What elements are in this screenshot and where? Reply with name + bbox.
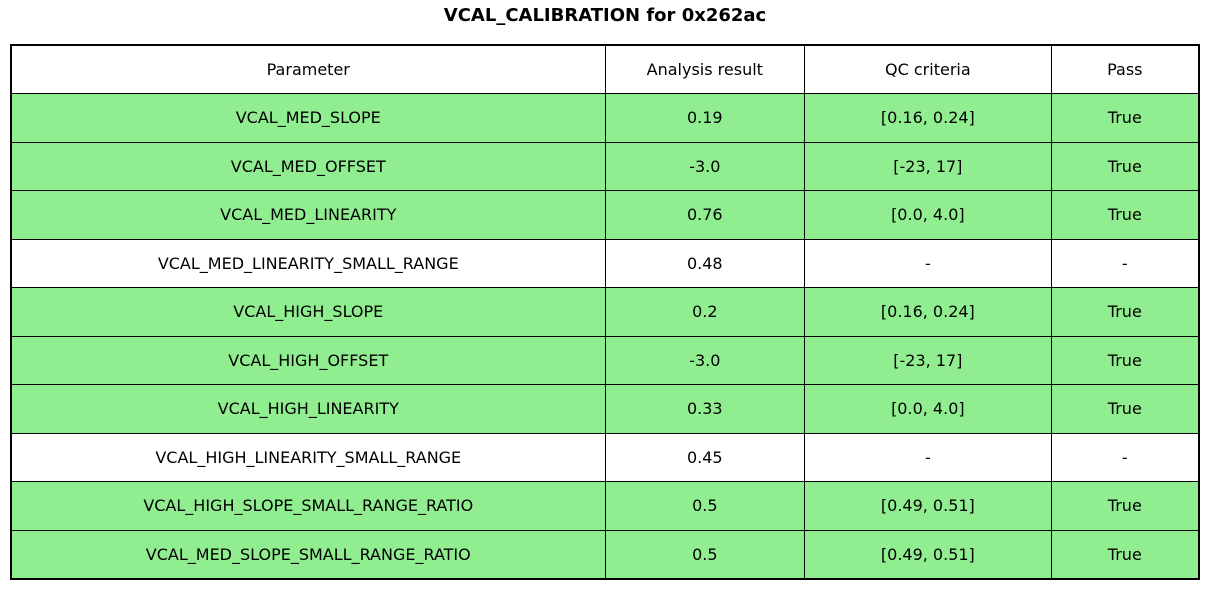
pass-cell: - [1050, 432, 1200, 482]
qc-criteria-cell: [0.49, 0.51] [804, 529, 1052, 579]
table-row: VCAL_MED_OFFSET -3.0 [-23, 17] True [10, 141, 1200, 191]
parameter-cell: VCAL_MED_LINEARITY_SMALL_RANGE [10, 238, 606, 288]
pass-cell: True [1050, 287, 1200, 337]
qc-criteria-cell: - [804, 432, 1052, 482]
pass-cell: - [1050, 238, 1200, 288]
qc-criteria-cell: [0.16, 0.24] [804, 287, 1052, 337]
table-row: VCAL_HIGH_LINEARITY 0.33 [0.0, 4.0] True [10, 384, 1200, 434]
pass-cell: True [1050, 529, 1200, 579]
table-row: VCAL_HIGH_OFFSET -3.0 [-23, 17] True [10, 335, 1200, 385]
column-header-pass: Pass [1050, 44, 1200, 94]
analysis-result-cell: 0.33 [604, 384, 806, 434]
parameter-cell: VCAL_HIGH_OFFSET [10, 335, 606, 385]
table-row: VCAL_HIGH_LINEARITY_SMALL_RANGE 0.45- - [10, 432, 1200, 482]
table-row: VCAL_MED_LINEARITY 0.76 [0.0, 4.0] True [10, 190, 1200, 240]
parameter-cell: VCAL_MED_SLOPE [10, 93, 606, 143]
table-row: VCAL_HIGH_SLOPE 0.2 [0.16, 0.24] True [10, 287, 1200, 337]
table-row: VCAL_HIGH_SLOPE_SMALL_RANGE_RATIO 0.5 [0.4… [10, 481, 1200, 531]
table-row: VCAL_MED_SLOPE 0.19 [0.16, 0.24] True [10, 93, 1200, 143]
qc-criteria-cell: [0.0, 4.0] [804, 190, 1052, 240]
parameter-cell: VCAL_HIGH_LINEARITY_SMALL_RANGE [10, 432, 606, 482]
pass-cell: True [1050, 190, 1200, 240]
analysis-result-cell: 0.45 [604, 432, 806, 482]
table-row: VCAL_MED_LINEARITY_SMALL_RANGE 0.48- - [10, 238, 1200, 288]
pass-cell: True [1050, 481, 1200, 531]
pass-cell: True [1050, 335, 1200, 385]
pass-cell: True [1050, 384, 1200, 434]
analysis-result-cell: 0.48 [604, 238, 806, 288]
qc-criteria-cell: - [804, 238, 1052, 288]
qc-criteria-cell: [0.16, 0.24] [804, 93, 1052, 143]
analysis-result-cell: 0.5 [604, 529, 806, 579]
parameter-cell: VCAL_MED_SLOPE_SMALL_RANGE_RATIO [10, 529, 606, 579]
analysis-result-cell: 0.76 [604, 190, 806, 240]
analysis-result-cell: 0.19 [604, 93, 806, 143]
qc-criteria-cell: [0.0, 4.0] [804, 384, 1052, 434]
parameter-cell: VCAL_MED_OFFSET [10, 141, 606, 191]
qc-criteria-cell: [-23, 17] [804, 141, 1052, 191]
column-header-qc-criteria: QC criteria [804, 44, 1052, 94]
column-header-analysis-result: Analysis result [604, 44, 806, 94]
analysis-result-cell: -3.0 [604, 141, 806, 191]
parameter-cell: VCAL_HIGH_SLOPE [10, 287, 606, 337]
qc-criteria-cell: [-23, 17] [804, 335, 1052, 385]
parameter-cell: VCAL_MED_LINEARITY [10, 190, 606, 240]
parameter-cell: VCAL_HIGH_SLOPE_SMALL_RANGE_RATIO [10, 481, 606, 531]
qc-criteria-table: Parameter Analysis result QC criteria Pa… [10, 44, 1200, 580]
analysis-result-cell: 0.2 [604, 287, 806, 337]
header-row: Parameter Analysis result QC criteria Pa… [10, 44, 1200, 94]
table-row: VCAL_MED_SLOPE_SMALL_RANGE_RATIO 0.5 [0.49… [10, 529, 1200, 579]
parameter-cell: VCAL_HIGH_LINEARITY [10, 384, 606, 434]
pass-cell: True [1050, 141, 1200, 191]
qc-criteria-cell: [0.49, 0.51] [804, 481, 1052, 531]
analysis-result-cell: 0.5 [604, 481, 806, 531]
analysis-result-cell: -3.0 [604, 335, 806, 385]
pass-cell: True [1050, 93, 1200, 143]
page-title: VCAL_CALIBRATION for 0x262ac [443, 5, 767, 26]
column-header-parameter: Parameter [10, 44, 606, 94]
